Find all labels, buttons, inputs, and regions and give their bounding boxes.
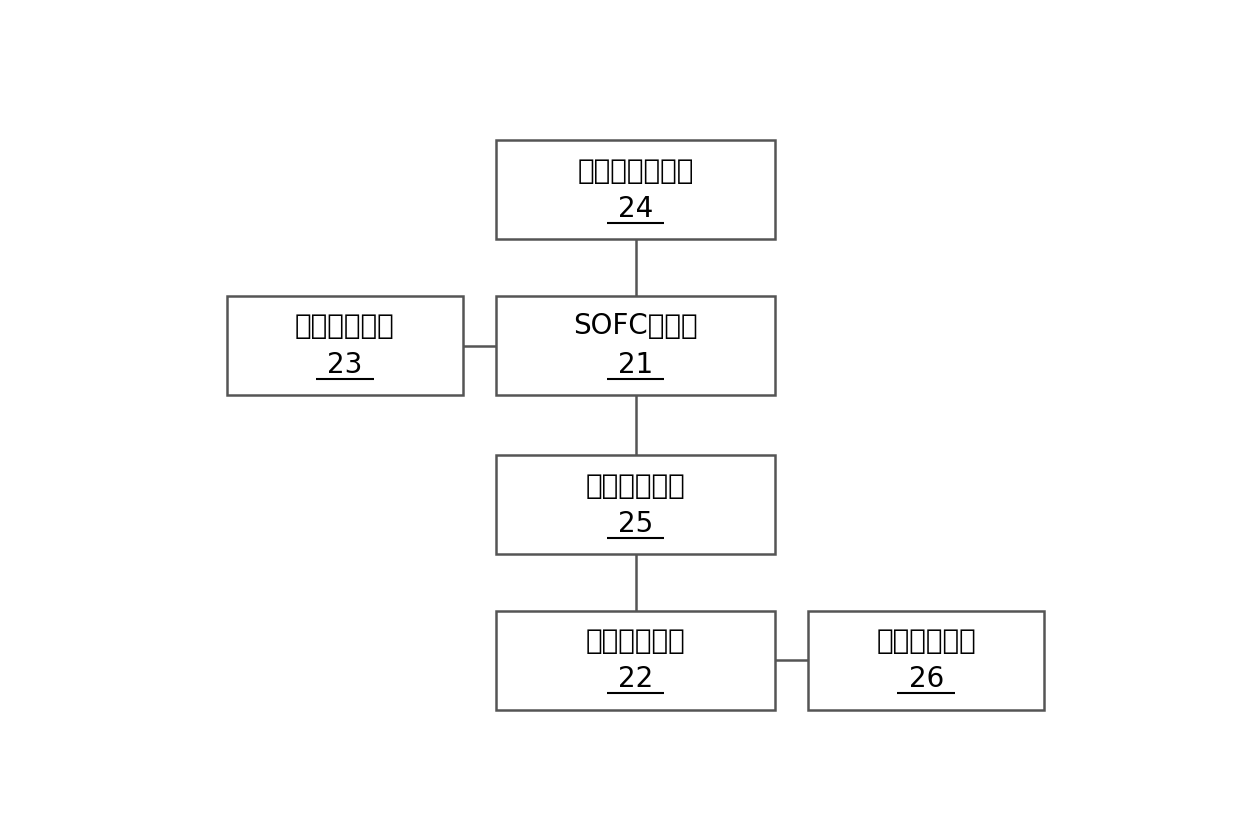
FancyBboxPatch shape <box>496 455 775 554</box>
Text: 燃气重整系统: 燃气重整系统 <box>585 472 686 500</box>
Text: SOFC电池堆: SOFC电池堆 <box>573 312 698 340</box>
Text: 25: 25 <box>618 510 653 538</box>
Text: 电池堆加热系统: 电池堆加热系统 <box>578 157 693 185</box>
Text: 23: 23 <box>327 351 362 378</box>
FancyBboxPatch shape <box>808 611 1044 710</box>
Text: 22: 22 <box>618 666 653 694</box>
Text: 空气供给系统: 空气供给系统 <box>295 312 394 340</box>
Text: 燃气加热系统: 燃气加热系统 <box>877 627 976 655</box>
FancyBboxPatch shape <box>496 297 775 395</box>
Text: 燃气供给系统: 燃气供给系统 <box>585 627 686 655</box>
Text: 24: 24 <box>618 195 653 223</box>
Text: 21: 21 <box>618 351 653 378</box>
FancyBboxPatch shape <box>496 611 775 710</box>
Text: 26: 26 <box>909 666 944 694</box>
FancyBboxPatch shape <box>496 140 775 239</box>
FancyBboxPatch shape <box>227 297 463 395</box>
